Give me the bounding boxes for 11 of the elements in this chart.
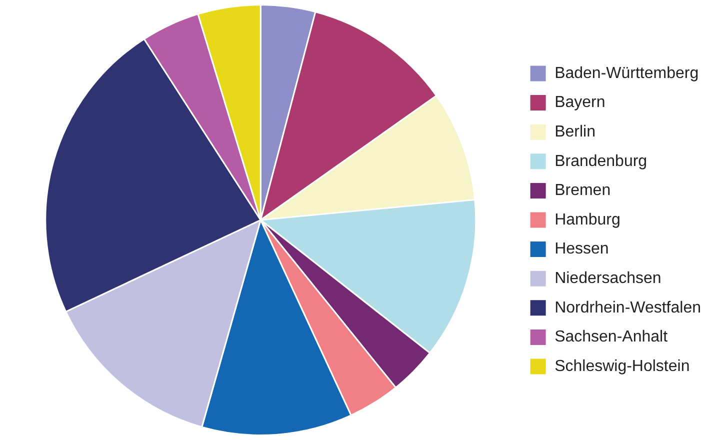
legend-label: Baden-Württemberg <box>554 64 699 82</box>
legend-label: Hessen <box>554 240 609 258</box>
legend-label: Brandenburg <box>554 152 648 170</box>
legend-label: Nordrhein-Westfalen <box>554 299 701 316</box>
legend-label: Bremen <box>554 182 611 200</box>
legend-label: Hamburg <box>554 211 620 228</box>
legend-label: Berlin <box>554 124 596 141</box>
legend-label: Niedersachsen <box>554 270 662 288</box>
legend-label: Schleswig-Holstein <box>554 358 690 375</box>
legend-label: Bayern <box>554 94 606 112</box>
legend-label: Sachsen-Anhalt <box>554 328 668 346</box>
